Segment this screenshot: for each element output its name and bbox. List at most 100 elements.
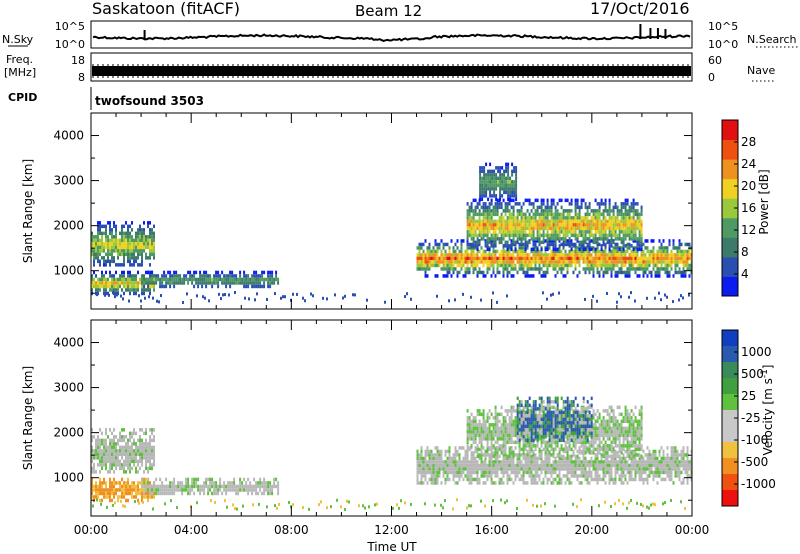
echo-cell (576, 449, 579, 454)
echo-cell (640, 267, 643, 271)
echo-cell (654, 467, 657, 471)
echo-cell (666, 274, 669, 278)
echo-cell (572, 253, 575, 257)
echo-cell (548, 477, 551, 482)
echo-cell (201, 488, 204, 492)
echo-cell (534, 226, 537, 231)
echo-cell (478, 202, 481, 206)
echo-cell (470, 216, 473, 220)
echo-cell (515, 197, 518, 202)
echo-cell (239, 277, 242, 282)
echo-cell (472, 253, 475, 257)
echo-cell (680, 460, 683, 464)
echo-cell (470, 226, 473, 231)
echo-cell (482, 433, 485, 438)
echo-cell (554, 205, 557, 210)
echo-cell (101, 484, 103, 489)
echo-cell (512, 267, 515, 271)
echo-cell (574, 256, 577, 261)
echo-cell (133, 495, 135, 499)
echo-cell (243, 270, 246, 275)
echo-cell (434, 460, 437, 464)
echo-cell (153, 491, 155, 496)
echo-cell (458, 446, 461, 450)
station-title: Saskatoon (fitACF) (92, 0, 240, 18)
echo-cell (149, 481, 151, 485)
echo-cell (512, 274, 515, 278)
echo-cell (576, 202, 579, 206)
echo-cell (139, 442, 141, 446)
echo-cell (676, 467, 679, 471)
echo-cell (622, 216, 625, 220)
echo-cell (604, 467, 607, 471)
echo-cell (476, 460, 479, 464)
echo-cell (482, 233, 485, 238)
echo-cell (113, 477, 115, 482)
echo-cell (560, 267, 563, 271)
echo-cell (462, 460, 465, 464)
echo-cell (544, 474, 547, 478)
echo-cell (486, 430, 489, 434)
echo-cell (147, 242, 149, 246)
echo-cell (580, 246, 583, 250)
echo-cell (516, 260, 519, 264)
echo-cell (479, 187, 482, 191)
echo-cell (570, 260, 573, 264)
echo-cell (574, 260, 577, 264)
echo-cell (197, 284, 200, 289)
echo-cell (630, 467, 633, 471)
echo-cell (526, 267, 529, 271)
echo-cell (470, 437, 473, 441)
echo-cell (460, 263, 463, 268)
echo-cell (628, 216, 631, 220)
echo-cell (507, 197, 510, 202)
echo-cell (91, 495, 93, 499)
echo-cell (489, 183, 492, 188)
echo-cell (91, 488, 93, 492)
echo-cell (171, 491, 174, 496)
echo-cell (620, 212, 623, 217)
echo-cell (522, 226, 525, 231)
echo-cell (588, 247, 591, 252)
echo-cell (642, 467, 645, 471)
echo-cell (217, 491, 220, 496)
echo-cell (490, 219, 493, 224)
echo-cell (608, 247, 611, 252)
echo-cell (598, 205, 601, 210)
echo-cell (229, 274, 232, 278)
echo-cell (137, 252, 139, 257)
echo-cell (97, 238, 99, 243)
echo-cell (598, 212, 601, 217)
echo-cell (544, 470, 547, 475)
echo-cell (660, 253, 663, 257)
echo-cell (640, 219, 643, 224)
echo-cell (492, 230, 495, 234)
echo-cell (191, 477, 194, 482)
echo-cell (578, 460, 581, 464)
echo-cell (590, 456, 593, 461)
echo-cell (652, 463, 655, 468)
echo-cell (522, 242, 525, 247)
echo-cell (478, 433, 481, 438)
echo-cell (466, 470, 469, 475)
echo-cell (506, 470, 509, 475)
echo-cell (119, 488, 121, 492)
echo-cell (452, 470, 455, 475)
echo-cell (175, 270, 178, 275)
echo-cell (149, 277, 152, 282)
echo-cell (474, 426, 477, 431)
echo-cell (482, 230, 485, 234)
echo-cell (546, 477, 549, 482)
echo-cell (626, 481, 629, 485)
echo-cell (267, 274, 270, 278)
echo-cell (482, 249, 485, 254)
echo-cell (460, 474, 463, 478)
echo-cell (177, 277, 180, 282)
echo-cell (105, 291, 107, 296)
echo-cell (572, 219, 575, 224)
echo-cell (121, 477, 123, 482)
echo-cell (656, 456, 659, 461)
echo-cell (147, 452, 149, 457)
echo-cell (600, 212, 603, 217)
